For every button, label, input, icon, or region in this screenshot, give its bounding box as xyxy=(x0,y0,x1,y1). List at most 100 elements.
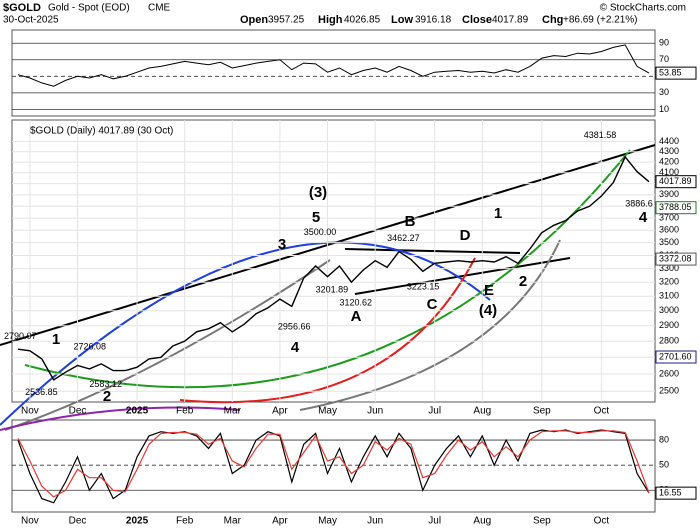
wave-label: 1 xyxy=(494,205,502,222)
x-tick-label: Dec xyxy=(69,516,87,527)
y-tick-label: 3600 xyxy=(659,225,679,235)
name: Gold - Spot (EOD) xyxy=(48,3,130,14)
wave-label: 2 xyxy=(519,273,527,290)
y-tick-label: 10 xyxy=(659,104,669,114)
wave-label: (4) xyxy=(479,302,497,319)
wave-label: B xyxy=(405,213,416,230)
stat-value: 3957.25 xyxy=(268,15,305,26)
price-label: 2701.60 xyxy=(659,351,692,361)
y-tick-label: 70 xyxy=(659,54,669,64)
x-tick-label: Nov xyxy=(21,516,39,527)
x-tick-label: Sep xyxy=(533,516,551,527)
stat-label: Open xyxy=(240,14,268,26)
price-annotation: 3462.27 xyxy=(387,233,420,243)
x-tick-label: Aug xyxy=(473,406,491,417)
stat-value: 4026.85 xyxy=(344,15,381,26)
stat-value: 3916.18 xyxy=(415,15,452,26)
x-tick-label: Jul xyxy=(428,406,441,417)
stat-label: Chg xyxy=(542,14,563,26)
y-tick-label: 3500 xyxy=(659,237,679,247)
x-tick-label: Feb xyxy=(176,516,194,527)
x-tick-label: May xyxy=(318,516,337,527)
trendline xyxy=(344,248,521,254)
stat-label: Close xyxy=(462,14,492,26)
x-tick-label: Sep xyxy=(533,406,551,417)
wave-label: D xyxy=(460,227,471,244)
price-annotation: 2790.07 xyxy=(4,331,37,341)
x-tick-label: Oct xyxy=(594,406,610,417)
credit: © StockCharts.com xyxy=(600,3,686,14)
y-tick-label: 2600 xyxy=(659,368,679,378)
y-tick-label: 4200 xyxy=(659,156,679,166)
last-value: 16.55 xyxy=(659,488,682,498)
y-tick-label: 4100 xyxy=(659,167,679,177)
rsi-panel xyxy=(11,29,656,117)
x-tick-label: 2025 xyxy=(126,406,149,417)
y-tick-label: 2800 xyxy=(659,336,679,346)
wave-label: 3 xyxy=(278,236,286,253)
wave-label: C xyxy=(427,296,438,313)
price-annotation: 2583.12 xyxy=(89,379,122,389)
x-tick-label: 2025 xyxy=(126,516,149,527)
x-tick-label: Mar xyxy=(224,406,242,417)
y-tick-label: 90 xyxy=(659,38,669,48)
price-annotation: 2536.85 xyxy=(25,387,58,397)
y-tick-label: 3900 xyxy=(659,189,679,199)
wave-label: (3) xyxy=(309,184,327,201)
x-tick-label: Feb xyxy=(176,406,194,417)
exchange: CME xyxy=(148,3,171,14)
series-line xyxy=(17,430,650,498)
price-label: 3788.05 xyxy=(659,202,692,212)
price-label-box xyxy=(655,201,697,215)
arc xyxy=(179,257,476,404)
wave-label: E xyxy=(484,282,494,299)
price-annotation: 3886.6 xyxy=(625,199,653,209)
x-tick-label: Jun xyxy=(367,516,383,527)
last-value-box xyxy=(655,175,697,189)
series-line xyxy=(17,155,650,381)
y-tick-label: 3000 xyxy=(659,305,679,315)
price-label-box xyxy=(655,252,697,266)
price-label-box xyxy=(655,350,697,364)
y-tick-label: 3700 xyxy=(659,212,679,222)
last-value: 4017.89 xyxy=(659,176,692,186)
last-value: 53.85 xyxy=(659,67,682,77)
trendline xyxy=(354,257,571,295)
y-tick-label: 30 xyxy=(659,87,669,97)
last-value-box xyxy=(655,486,697,500)
price-label: 3372.08 xyxy=(659,253,692,263)
wave-label: A xyxy=(351,308,362,325)
price-annotation: 2956.66 xyxy=(278,322,311,332)
series-line xyxy=(17,44,650,87)
symbol: $GOLD xyxy=(3,2,41,14)
y-tick-label: 2900 xyxy=(659,320,679,330)
wave-label: 4 xyxy=(639,209,648,226)
x-tick-label: Mar xyxy=(224,516,242,527)
y-tick-label: 4300 xyxy=(659,146,679,156)
last-value-box xyxy=(655,66,697,80)
y-tick-label: 4400 xyxy=(659,136,679,146)
x-tick-label: Apr xyxy=(272,406,288,417)
price-annotation: 3500.00 xyxy=(304,227,337,237)
x-tick-label: May xyxy=(318,406,337,417)
stat-label: Low xyxy=(391,14,413,26)
arc xyxy=(4,259,331,431)
stat-value: +86.69 (+2.21%) xyxy=(563,15,638,26)
wave-label: 1 xyxy=(52,331,60,348)
y-tick-label: 50 xyxy=(659,460,669,470)
x-tick-label: Apr xyxy=(272,516,288,527)
price-annotation: 2726.08 xyxy=(74,341,107,351)
x-tick-label: Jul xyxy=(428,516,441,527)
price-annotation: 4381.58 xyxy=(584,130,617,140)
y-tick-label: 3200 xyxy=(659,277,679,287)
stat-label: High xyxy=(318,14,343,26)
wave-label: 4 xyxy=(291,339,300,356)
price-title: $GOLD (Daily) 4017.89 (30 Oct) xyxy=(30,126,173,137)
stoch-panel xyxy=(11,419,656,513)
y-tick-label: 2500 xyxy=(659,386,679,396)
x-tick-label: Aug xyxy=(473,516,491,527)
date: 30-Oct-2025 xyxy=(3,15,59,26)
x-tick-label: Nov xyxy=(21,406,39,417)
